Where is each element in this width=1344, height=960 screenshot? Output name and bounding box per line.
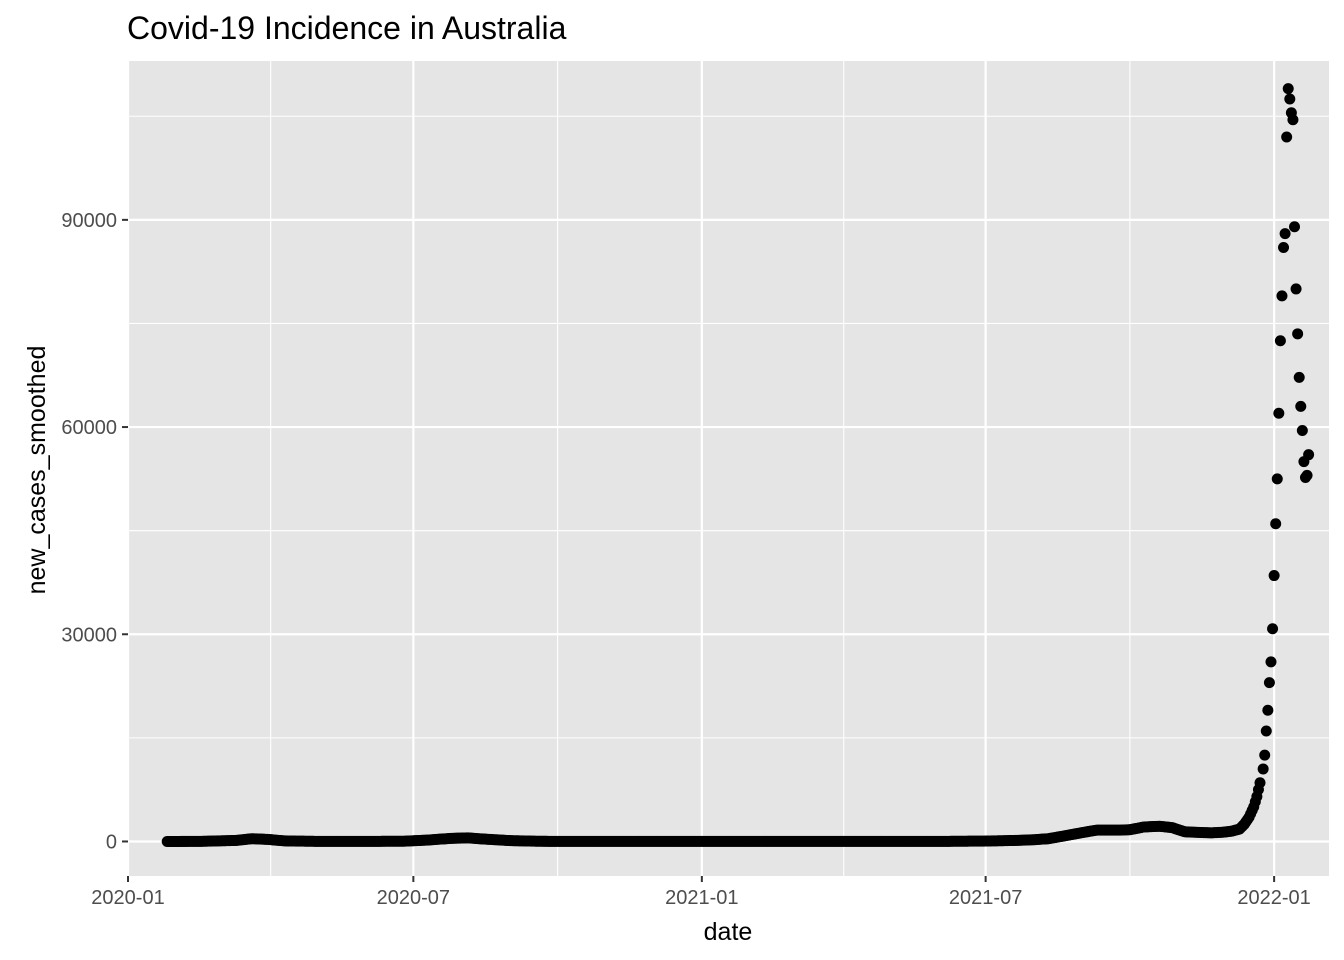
data-point — [1254, 777, 1266, 789]
data-point — [1267, 623, 1279, 635]
data-point — [1274, 335, 1286, 347]
x-tick-label: 2021-07 — [949, 887, 1022, 909]
y-axis: 0 30000 60000 90000 — [61, 210, 128, 853]
x-tick-label: 2022-01 — [1237, 887, 1310, 909]
x-tick-label: 2020-01 — [91, 887, 164, 909]
data-point — [1293, 371, 1305, 383]
data-point — [1268, 570, 1280, 582]
x-tick-label: 2020-07 — [377, 887, 450, 909]
data-point — [1278, 241, 1290, 253]
data-point — [1281, 131, 1293, 143]
chart-title: Covid-19 Incidence in Australia — [127, 10, 567, 46]
data-point — [1276, 290, 1288, 302]
data-point — [1259, 749, 1271, 761]
data-point — [1290, 283, 1302, 295]
data-point — [1295, 400, 1307, 412]
data-point — [1292, 328, 1304, 340]
data-point — [1271, 473, 1283, 485]
x-tick-label: 2021-01 — [665, 887, 738, 909]
y-tick-label: 0 — [106, 831, 117, 853]
data-point — [1287, 114, 1299, 126]
y-tick-label: 60000 — [61, 417, 117, 439]
data-point — [1279, 228, 1291, 240]
data-point — [1289, 221, 1301, 233]
x-axis: 2020-01 2020-07 2021-01 2021-07 2022-01 — [91, 876, 1311, 909]
data-point — [1262, 704, 1274, 716]
data-point — [1303, 449, 1315, 461]
y-axis-title: new_cases_smoothed — [23, 346, 51, 595]
grid-minor — [128, 61, 1329, 876]
data-point — [1270, 518, 1282, 530]
data-point — [1260, 725, 1272, 737]
data-point — [1263, 677, 1275, 689]
y-tick-label: 90000 — [61, 210, 117, 232]
plot-panel — [128, 61, 1329, 876]
data-point — [1282, 83, 1294, 95]
data-point — [1301, 469, 1313, 481]
data-point — [1265, 656, 1277, 668]
data-point — [1296, 425, 1308, 437]
y-tick-label: 30000 — [61, 624, 117, 646]
x-axis-title: date — [704, 918, 753, 946]
data-point — [1273, 407, 1285, 419]
data-point — [1257, 763, 1269, 775]
data-point — [1284, 93, 1296, 105]
data-points — [161, 83, 1315, 847]
